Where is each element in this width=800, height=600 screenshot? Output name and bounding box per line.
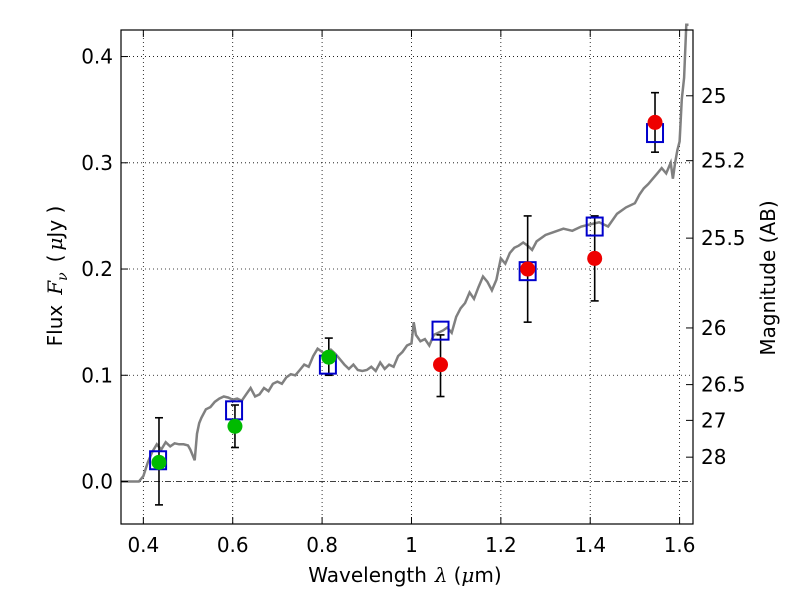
model-square-point <box>431 320 450 341</box>
magnitude-tick-label: 27 <box>701 408 726 432</box>
y-label-unit-rest: Jy ) <box>43 206 67 240</box>
data-point <box>227 418 243 434</box>
y-label-prefix: Flux <box>43 305 67 347</box>
y-axis-label: Flux Fν ( μJy ) <box>43 206 71 347</box>
y-tick-label: 0.0 <box>81 470 113 494</box>
y-label-unit-mu: μ <box>43 238 67 251</box>
data-point <box>647 114 663 130</box>
x-tick-label: 0.4 <box>127 533 159 557</box>
model-square-point <box>225 400 244 421</box>
data-point <box>151 454 167 470</box>
ticks-layer: 0.4 0.6 0.8 1 1.2 1.4 1.6 0.0 0.1 0.2 0.3 0.4 25 25.2… <box>81 30 746 557</box>
model-spectrum-line <box>121 23 689 483</box>
data-point <box>587 250 603 266</box>
y-tick-label: 0.3 <box>81 151 113 175</box>
magnitude-axis-label: Magnitude (AB) <box>756 200 780 355</box>
x-tick-label: 1 <box>405 533 418 557</box>
grid <box>121 30 693 524</box>
magnitude-tick-label: 25.5 <box>701 226 746 250</box>
y-label-unit-open: ( <box>43 255 67 263</box>
data-point <box>433 357 449 373</box>
magnitude-tick-label: 25 <box>701 84 726 108</box>
x-tick-label: 1.4 <box>574 533 606 557</box>
magnitude-tick-label: 28 <box>701 445 726 469</box>
x-axis-label: Wavelength λ (μm) <box>308 563 501 587</box>
y-tick-label: 0.4 <box>81 45 113 69</box>
x-label-unit-open: ( <box>454 563 462 587</box>
magnitude-tick-label: 25.2 <box>701 149 746 173</box>
x-tick-label: 1.6 <box>664 533 696 557</box>
y-label-symbol: F <box>43 280 67 296</box>
x-label-symbol: λ <box>434 563 448 587</box>
x-label-unit-rest: m) <box>474 563 501 587</box>
data-point <box>520 261 536 277</box>
spectrum-layer <box>121 23 689 483</box>
model-square-point <box>585 216 604 237</box>
data-point <box>321 349 337 365</box>
axes-frame <box>120 29 694 525</box>
y-tick-label: 0.2 <box>81 257 113 281</box>
x-tick-label: 0.6 <box>217 533 249 557</box>
x-label-unit-mu: μ <box>461 563 474 587</box>
x-tick-label: 1.2 <box>485 533 517 557</box>
plot-frame <box>120 29 694 525</box>
x-label-prefix: Wavelength <box>308 563 427 587</box>
magnitude-tick-label: 26 <box>701 316 726 340</box>
y-label-subscript: ν <box>55 272 71 281</box>
magnitude-tick-label: 26.5 <box>701 373 746 397</box>
y-tick-label: 0.1 <box>81 363 113 387</box>
marks-layer <box>149 91 665 506</box>
x-tick-label: 0.8 <box>306 533 338 557</box>
